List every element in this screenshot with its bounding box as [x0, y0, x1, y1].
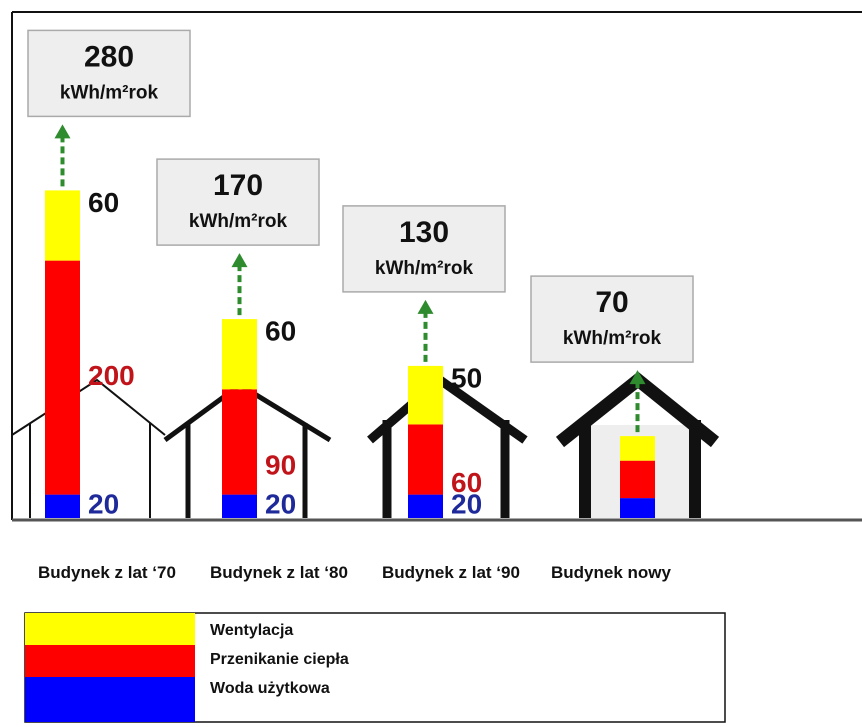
category-label: Budynek z lat ‘80 [210, 563, 348, 582]
legend-label: Woda użytkowa [210, 680, 330, 697]
arrow-head [54, 124, 71, 139]
category-label: Budynek nowy [551, 563, 671, 582]
value-label: 20 [88, 489, 119, 520]
bar-segment [45, 494, 80, 518]
total-label: 170 [213, 169, 263, 202]
house-roof [11, 378, 166, 436]
bar-segment [45, 260, 80, 495]
bar-segment [408, 424, 443, 495]
total-box [530, 275, 694, 363]
unit-label: kWh/m²rok [563, 328, 662, 349]
bar-segment [222, 389, 257, 495]
total-label: 130 [399, 216, 449, 249]
unit-label: kWh/m²rok [375, 258, 474, 279]
legend-swatch [25, 613, 195, 645]
bar-segment [620, 498, 655, 518]
value-label: 50 [451, 362, 482, 393]
bar-segment [408, 494, 443, 518]
bar-segment [45, 190, 80, 261]
total-label: 280 [84, 40, 134, 73]
bar-segment [222, 494, 257, 518]
unit-label: kWh/m²rok [189, 211, 288, 232]
category-label: Budynek z lat ‘70 [38, 563, 176, 582]
unit-label: kWh/m²rok [60, 82, 159, 103]
value-label: 60 [265, 315, 296, 346]
value-label: 60 [451, 467, 482, 498]
value-label: 20 [451, 489, 482, 520]
total-box [27, 29, 191, 118]
total-box [342, 205, 506, 293]
value-label: 20 [265, 489, 296, 520]
total-box [156, 158, 320, 246]
total-label: 70 [595, 286, 628, 319]
legend-label: Wentylacja [210, 622, 294, 639]
legend-swatch [25, 677, 195, 722]
arrow-head [417, 299, 434, 314]
legend-swatch [25, 645, 195, 677]
value-label: 60 [88, 187, 119, 218]
bar-segment [408, 365, 443, 425]
bar-segment [620, 460, 655, 499]
bar-segment [620, 436, 655, 461]
bar-segment [222, 319, 257, 390]
value-label: 200 [88, 360, 135, 391]
value-label: 90 [265, 449, 296, 480]
arrow-head [231, 253, 248, 268]
arrow-head [629, 370, 646, 385]
legend-label: Przenikanie ciepła [210, 651, 349, 668]
category-label: Budynek z lat ‘90 [382, 563, 520, 582]
